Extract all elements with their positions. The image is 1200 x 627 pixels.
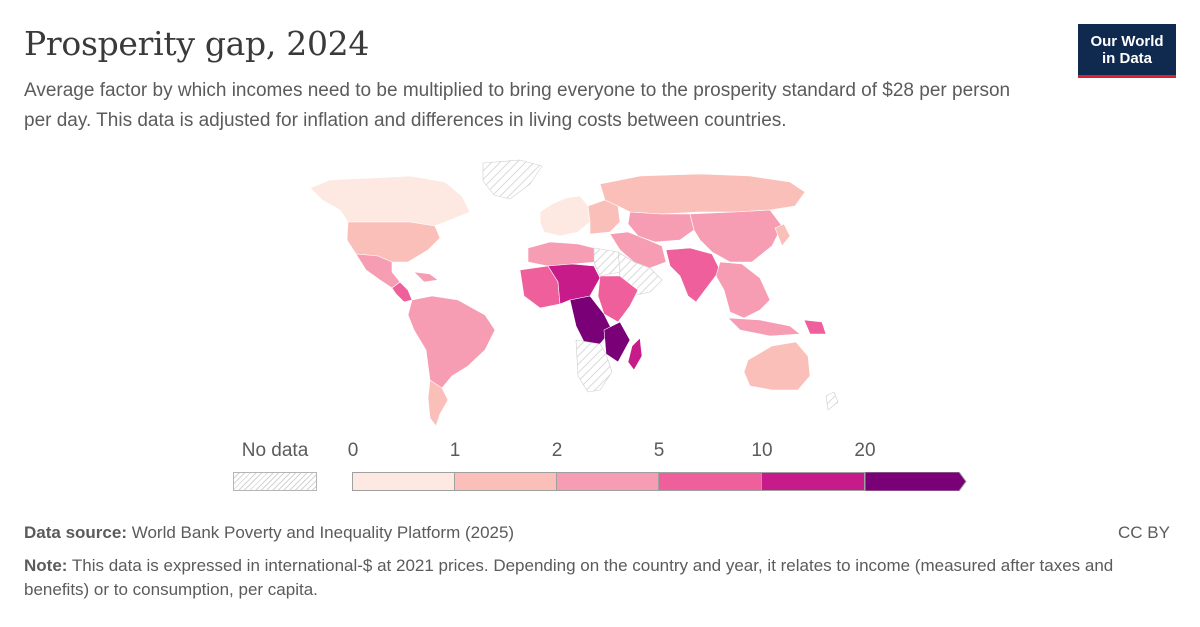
legend-bin-0-1[interactable] <box>352 472 455 491</box>
note-label: Note: <box>24 556 68 575</box>
legend-no-data-label: No data <box>241 440 309 461</box>
legend-color-scale <box>352 472 972 491</box>
world-map[interactable] <box>0 150 1200 440</box>
legend-tick-20: 20 <box>854 440 876 461</box>
legend-bin-20-plus[interactable] <box>865 472 967 491</box>
region-greenland[interactable] <box>482 159 543 200</box>
region-papua-new-guinea[interactable] <box>803 319 827 335</box>
data-source: Data source: World Bank Poverty and Ineq… <box>24 523 514 543</box>
region-china[interactable] <box>689 209 783 263</box>
region-south-america[interactable] <box>407 295 496 399</box>
region-indonesia[interactable] <box>727 317 801 337</box>
region-middle-east[interactable] <box>609 231 667 269</box>
region-southeast-africa[interactable] <box>603 321 631 363</box>
legend-bin-5-10[interactable] <box>659 472 762 491</box>
region-eastern-europe[interactable] <box>587 199 621 235</box>
region-north-africa[interactable] <box>527 241 597 267</box>
legend-bin-1-2[interactable] <box>455 472 557 491</box>
legend-tick-10: 10 <box>751 440 773 461</box>
legend-bin-2-5[interactable] <box>557 472 659 491</box>
region-southern-africa[interactable] <box>575 339 613 393</box>
region-russia[interactable] <box>599 173 806 215</box>
logo-line-2: in Data <box>1101 49 1152 67</box>
data-source-link[interactable]: World Bank Poverty and Inequality Platfo… <box>131 523 515 542</box>
legend-no-data-swatch[interactable] <box>233 472 317 491</box>
legend-bin-10-20[interactable] <box>762 472 865 491</box>
region-caribbean[interactable] <box>413 271 439 283</box>
region-madagascar[interactable] <box>627 337 643 371</box>
region-usa[interactable] <box>346 221 441 263</box>
legend-tick-0: 0 <box>347 440 359 461</box>
region-east-africa[interactable] <box>597 275 639 323</box>
region-australia[interactable] <box>743 341 811 391</box>
region-canada[interactable] <box>309 175 471 227</box>
region-new-zealand[interactable] <box>825 391 839 411</box>
chart-note: Note: This data is expressed in internat… <box>24 554 1154 602</box>
legend-tick-2: 2 <box>551 440 563 461</box>
region-central-asia[interactable] <box>627 211 695 243</box>
logo-line-1: Our World <box>1090 32 1164 50</box>
region-japan-korea[interactable] <box>774 223 791 247</box>
region-india[interactable] <box>665 247 721 303</box>
legend-tick-5: 5 <box>653 440 665 461</box>
region-southern-cone[interactable] <box>427 379 449 427</box>
region-western-europe[interactable] <box>539 195 591 237</box>
note-text: This data is expressed in international-… <box>24 556 1114 599</box>
data-source-label: Data source: <box>24 523 127 542</box>
legend-tick-1: 1 <box>449 440 461 461</box>
license[interactable]: CC BY <box>1118 523 1170 542</box>
chart-subtitle: Average factor by which incomes need to … <box>24 80 1011 131</box>
chart-title: Prosperity gap, 2024 <box>24 24 370 63</box>
region-libya[interactable] <box>593 247 621 277</box>
owid-logo[interactable]: Our World in Data <box>1078 24 1176 78</box>
region-southeast-asia[interactable] <box>715 261 771 319</box>
